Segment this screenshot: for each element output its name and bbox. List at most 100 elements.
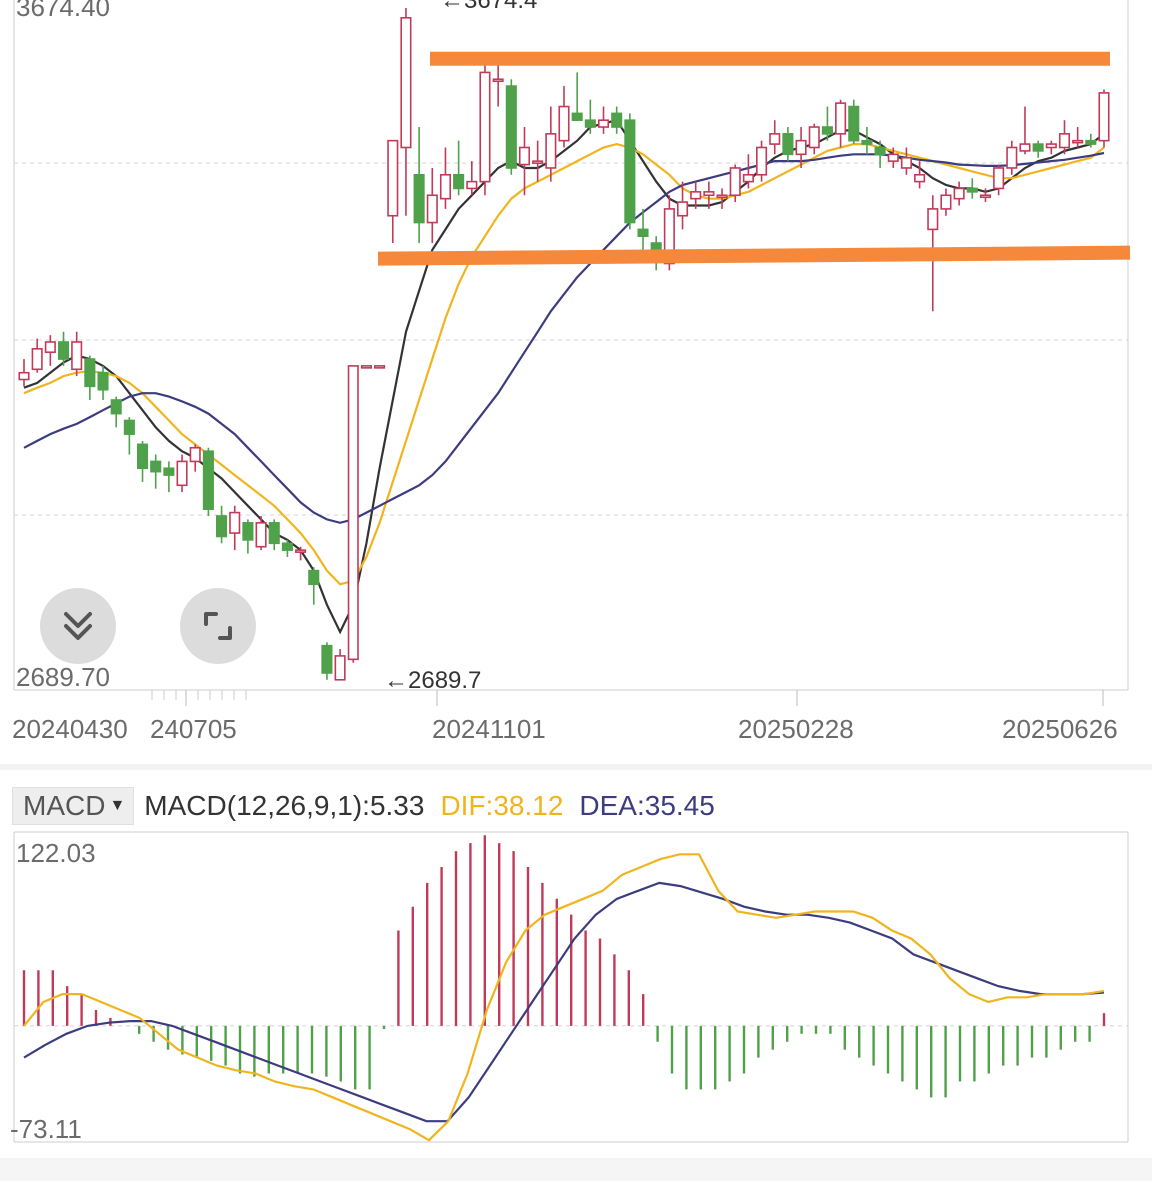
x-tick-label: 240705 xyxy=(150,714,237,744)
macd-y-max-label: 122.03 xyxy=(16,838,96,868)
support-resistance-lines xyxy=(377,51,1131,266)
candle-down xyxy=(1085,139,1097,145)
candle-up xyxy=(1006,146,1018,169)
indicator-select[interactable]: MACD ▼ xyxy=(12,787,135,825)
candle-down xyxy=(242,522,254,541)
candle-up xyxy=(44,341,56,354)
candle-down xyxy=(571,112,583,121)
panel-separator xyxy=(0,764,1152,770)
candle-up xyxy=(1058,133,1071,149)
candle-up xyxy=(597,119,610,128)
candle-down xyxy=(150,460,162,473)
ma-line-1 xyxy=(23,142,1105,586)
candle-down xyxy=(1032,143,1044,152)
fullscreen-button[interactable] xyxy=(180,588,256,664)
candle-up xyxy=(1098,92,1110,142)
candle-up xyxy=(703,191,715,197)
candle-down xyxy=(782,133,794,156)
indicator-select-label: MACD xyxy=(23,790,106,821)
dif-line xyxy=(23,853,1105,1142)
candle-up xyxy=(914,173,926,183)
high-annotation: ←3674.4 xyxy=(440,0,537,14)
support-line xyxy=(377,245,1131,266)
candle-up xyxy=(1019,143,1031,152)
candle-down xyxy=(624,119,636,224)
candle-up xyxy=(189,446,201,463)
candle-up xyxy=(900,156,912,169)
candle-down xyxy=(123,419,135,435)
candle-up xyxy=(492,78,504,83)
candle-up xyxy=(400,17,412,149)
candle-up xyxy=(979,194,992,199)
ma-line-2 xyxy=(23,151,1105,524)
x-tick-label: 20240430 xyxy=(12,714,128,744)
candle-up xyxy=(993,167,1005,190)
x-axis xyxy=(151,690,1104,706)
candle-up xyxy=(729,167,741,197)
macd-lines xyxy=(23,853,1105,1142)
candle-up xyxy=(808,126,820,149)
candle-up xyxy=(374,365,386,369)
candle-up xyxy=(887,153,899,162)
macd-y-min-label: -73.11 xyxy=(10,1114,82,1144)
dea-value: DEA:35.45 xyxy=(579,790,715,821)
macd-params: MACD(12,26,9,1):5.33 xyxy=(144,790,425,821)
candle-up xyxy=(255,522,267,548)
candle-up xyxy=(347,365,359,661)
macd-histogram xyxy=(22,835,1106,1098)
candle-down xyxy=(966,187,978,193)
candle-up xyxy=(835,102,847,135)
collapse-chart-button[interactable] xyxy=(40,588,116,664)
candle-down xyxy=(84,358,96,388)
x-tick-label: 20241101 xyxy=(432,714,546,744)
dif-value: DIF:38.12 xyxy=(440,790,564,821)
candle-up xyxy=(426,194,438,224)
candle-down xyxy=(281,542,293,551)
low-annotation: ←2689.7 xyxy=(384,667,481,694)
candle-down xyxy=(97,371,109,391)
candle-up xyxy=(676,201,689,217)
candle-up xyxy=(769,133,781,145)
candle-up xyxy=(690,191,702,200)
candle-down xyxy=(163,467,175,476)
fullscreen-icon xyxy=(204,612,232,640)
price-grid xyxy=(13,0,1129,691)
candle-up xyxy=(940,194,952,210)
candle-up xyxy=(532,160,544,164)
candle-down xyxy=(505,85,517,169)
candle-up xyxy=(176,460,188,487)
double-chevron-down-icon xyxy=(64,612,92,640)
macd-header: MACD ▼ MACD(12,26,9,1):5.33 DIF:38.12 DE… xyxy=(12,786,731,826)
price-annotations: ←3674.4 ←2689.7 xyxy=(384,0,537,694)
candle-down xyxy=(110,399,122,415)
x-tick-label: 20250626 xyxy=(1002,714,1118,744)
bottom-bar xyxy=(0,1158,1152,1181)
candle-down xyxy=(821,126,833,135)
candle-down xyxy=(611,112,623,128)
candle-down xyxy=(413,173,425,224)
candle-up xyxy=(663,208,675,265)
candle-up xyxy=(18,371,30,381)
candle-down xyxy=(637,228,649,238)
candle-up xyxy=(439,173,452,200)
candle-up xyxy=(927,208,939,231)
candle-up xyxy=(295,549,307,553)
macd-grid xyxy=(13,831,1129,1143)
candle-up xyxy=(466,180,478,190)
candle-up xyxy=(387,139,399,217)
candle-up xyxy=(518,146,531,166)
candle-up xyxy=(545,133,557,169)
price-y-max-label: 3674.40 xyxy=(16,0,110,22)
candle-up xyxy=(1045,143,1057,149)
dea-line xyxy=(23,881,1105,1123)
candle-up xyxy=(334,655,346,681)
candle-down xyxy=(136,443,149,470)
candle-down xyxy=(268,522,280,545)
candle-down xyxy=(308,569,320,586)
candle-down xyxy=(216,515,228,538)
candle-up xyxy=(360,365,372,369)
candle-up xyxy=(756,146,768,176)
candle-up xyxy=(31,348,43,371)
candle-up xyxy=(953,187,965,200)
